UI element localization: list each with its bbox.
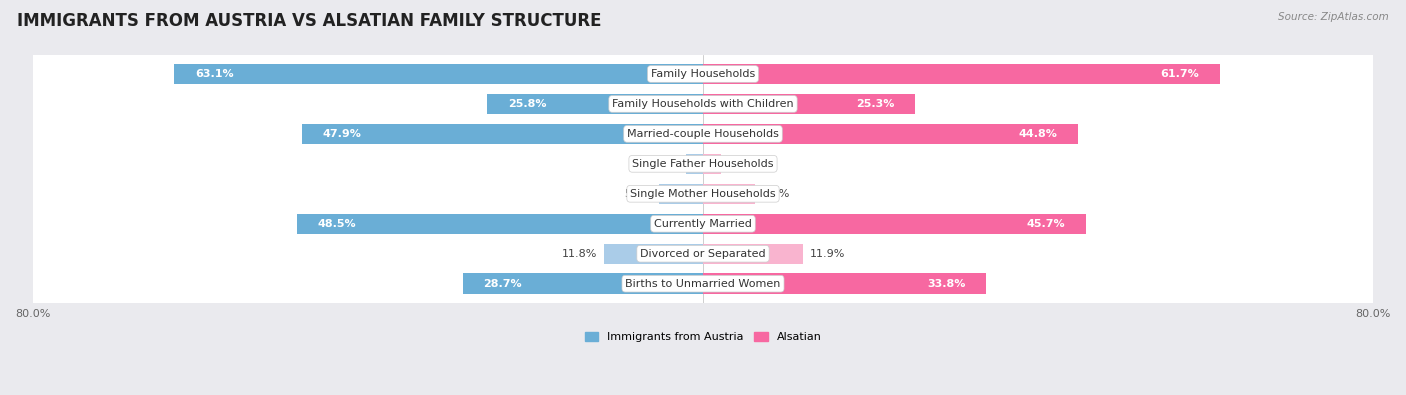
- Text: Family Households with Children: Family Households with Children: [612, 99, 794, 109]
- Bar: [605, 244, 703, 264]
- Text: IMMIGRANTS FROM AUSTRIA VS ALSATIAN FAMILY STRUCTURE: IMMIGRANTS FROM AUSTRIA VS ALSATIAN FAMI…: [17, 12, 602, 30]
- Bar: [703, 184, 755, 204]
- Bar: [486, 94, 703, 114]
- Text: Currently Married: Currently Married: [654, 219, 752, 229]
- Text: Single Father Households: Single Father Households: [633, 159, 773, 169]
- Text: 6.2%: 6.2%: [762, 189, 790, 199]
- Bar: [302, 124, 703, 144]
- Text: 11.9%: 11.9%: [810, 249, 845, 259]
- FancyBboxPatch shape: [32, 137, 1374, 191]
- Bar: [463, 273, 703, 294]
- Bar: [703, 64, 1220, 84]
- Bar: [703, 244, 803, 264]
- Text: 44.8%: 44.8%: [1018, 129, 1057, 139]
- FancyBboxPatch shape: [32, 197, 1374, 251]
- Text: Married-couple Households: Married-couple Households: [627, 129, 779, 139]
- Text: 11.8%: 11.8%: [562, 249, 598, 259]
- Text: 25.8%: 25.8%: [508, 99, 547, 109]
- FancyBboxPatch shape: [32, 77, 1374, 131]
- Bar: [703, 214, 1085, 234]
- Text: 61.7%: 61.7%: [1160, 69, 1199, 79]
- Bar: [174, 64, 703, 84]
- FancyBboxPatch shape: [32, 167, 1374, 221]
- Text: 2.0%: 2.0%: [651, 159, 679, 169]
- Text: 48.5%: 48.5%: [318, 219, 356, 229]
- Text: Family Households: Family Households: [651, 69, 755, 79]
- FancyBboxPatch shape: [32, 47, 1374, 101]
- Bar: [703, 154, 721, 174]
- Bar: [703, 94, 915, 114]
- Text: 45.7%: 45.7%: [1026, 219, 1064, 229]
- Bar: [703, 124, 1078, 144]
- Text: Births to Unmarried Women: Births to Unmarried Women: [626, 279, 780, 289]
- Text: 63.1%: 63.1%: [195, 69, 233, 79]
- Text: 2.1%: 2.1%: [727, 159, 755, 169]
- Text: Source: ZipAtlas.com: Source: ZipAtlas.com: [1278, 12, 1389, 22]
- Text: 5.2%: 5.2%: [624, 189, 652, 199]
- FancyBboxPatch shape: [32, 227, 1374, 281]
- Bar: [297, 214, 703, 234]
- Text: 47.9%: 47.9%: [322, 129, 361, 139]
- FancyBboxPatch shape: [32, 257, 1374, 310]
- Text: Single Mother Households: Single Mother Households: [630, 189, 776, 199]
- Text: 28.7%: 28.7%: [484, 279, 522, 289]
- Bar: [659, 184, 703, 204]
- Bar: [703, 273, 986, 294]
- Text: Divorced or Separated: Divorced or Separated: [640, 249, 766, 259]
- Bar: [686, 154, 703, 174]
- FancyBboxPatch shape: [32, 107, 1374, 161]
- Legend: Immigrants from Austria, Alsatian: Immigrants from Austria, Alsatian: [585, 332, 821, 342]
- Text: 25.3%: 25.3%: [856, 99, 894, 109]
- Text: 33.8%: 33.8%: [927, 279, 966, 289]
